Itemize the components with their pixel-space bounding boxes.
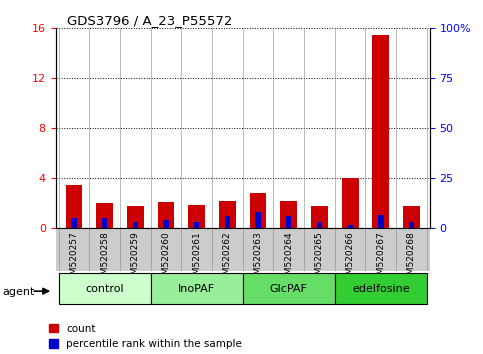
Text: GSM520267: GSM520267	[376, 232, 385, 286]
Bar	[96, 203, 113, 228]
Bar	[132, 222, 138, 228]
Bar	[102, 218, 107, 228]
Text: GSM520268: GSM520268	[407, 232, 416, 286]
Text: InoPAF: InoPAF	[178, 284, 215, 293]
Bar	[409, 222, 414, 228]
Bar	[250, 193, 267, 228]
Text: GSM520259: GSM520259	[131, 232, 140, 286]
Bar	[219, 201, 236, 228]
Bar	[256, 212, 261, 228]
Bar	[347, 225, 353, 228]
FancyBboxPatch shape	[151, 273, 243, 304]
Text: edelfosine: edelfosine	[352, 284, 410, 293]
Text: GSM520260: GSM520260	[161, 232, 170, 286]
Text: GSM520266: GSM520266	[346, 232, 355, 286]
Bar	[71, 218, 77, 228]
Text: control: control	[85, 284, 124, 293]
Text: GlcPAF: GlcPAF	[270, 284, 308, 293]
Text: GSM520257: GSM520257	[70, 232, 78, 286]
FancyBboxPatch shape	[243, 273, 335, 304]
Bar	[194, 222, 199, 228]
Bar	[280, 201, 297, 228]
Bar	[317, 222, 322, 228]
Text: GSM520263: GSM520263	[254, 232, 263, 286]
Bar	[66, 184, 83, 228]
Text: GSM520258: GSM520258	[100, 232, 109, 286]
Bar	[225, 216, 230, 228]
FancyBboxPatch shape	[335, 273, 427, 304]
Bar	[311, 206, 328, 228]
Text: GSM520265: GSM520265	[315, 232, 324, 286]
FancyBboxPatch shape	[58, 273, 151, 304]
Bar	[378, 215, 384, 228]
Text: GSM520264: GSM520264	[284, 232, 293, 286]
Legend: count, percentile rank within the sample: count, percentile rank within the sample	[49, 324, 242, 349]
Bar	[403, 206, 420, 228]
Bar	[157, 202, 174, 228]
Bar	[188, 205, 205, 228]
Bar	[127, 206, 144, 228]
Bar	[372, 35, 389, 228]
Bar	[341, 178, 358, 228]
Bar	[163, 220, 169, 228]
Text: GSM520261: GSM520261	[192, 232, 201, 286]
Text: GSM520262: GSM520262	[223, 232, 232, 286]
Bar	[286, 216, 292, 228]
Text: agent: agent	[2, 287, 35, 297]
Text: GDS3796 / A_23_P55572: GDS3796 / A_23_P55572	[67, 14, 232, 27]
